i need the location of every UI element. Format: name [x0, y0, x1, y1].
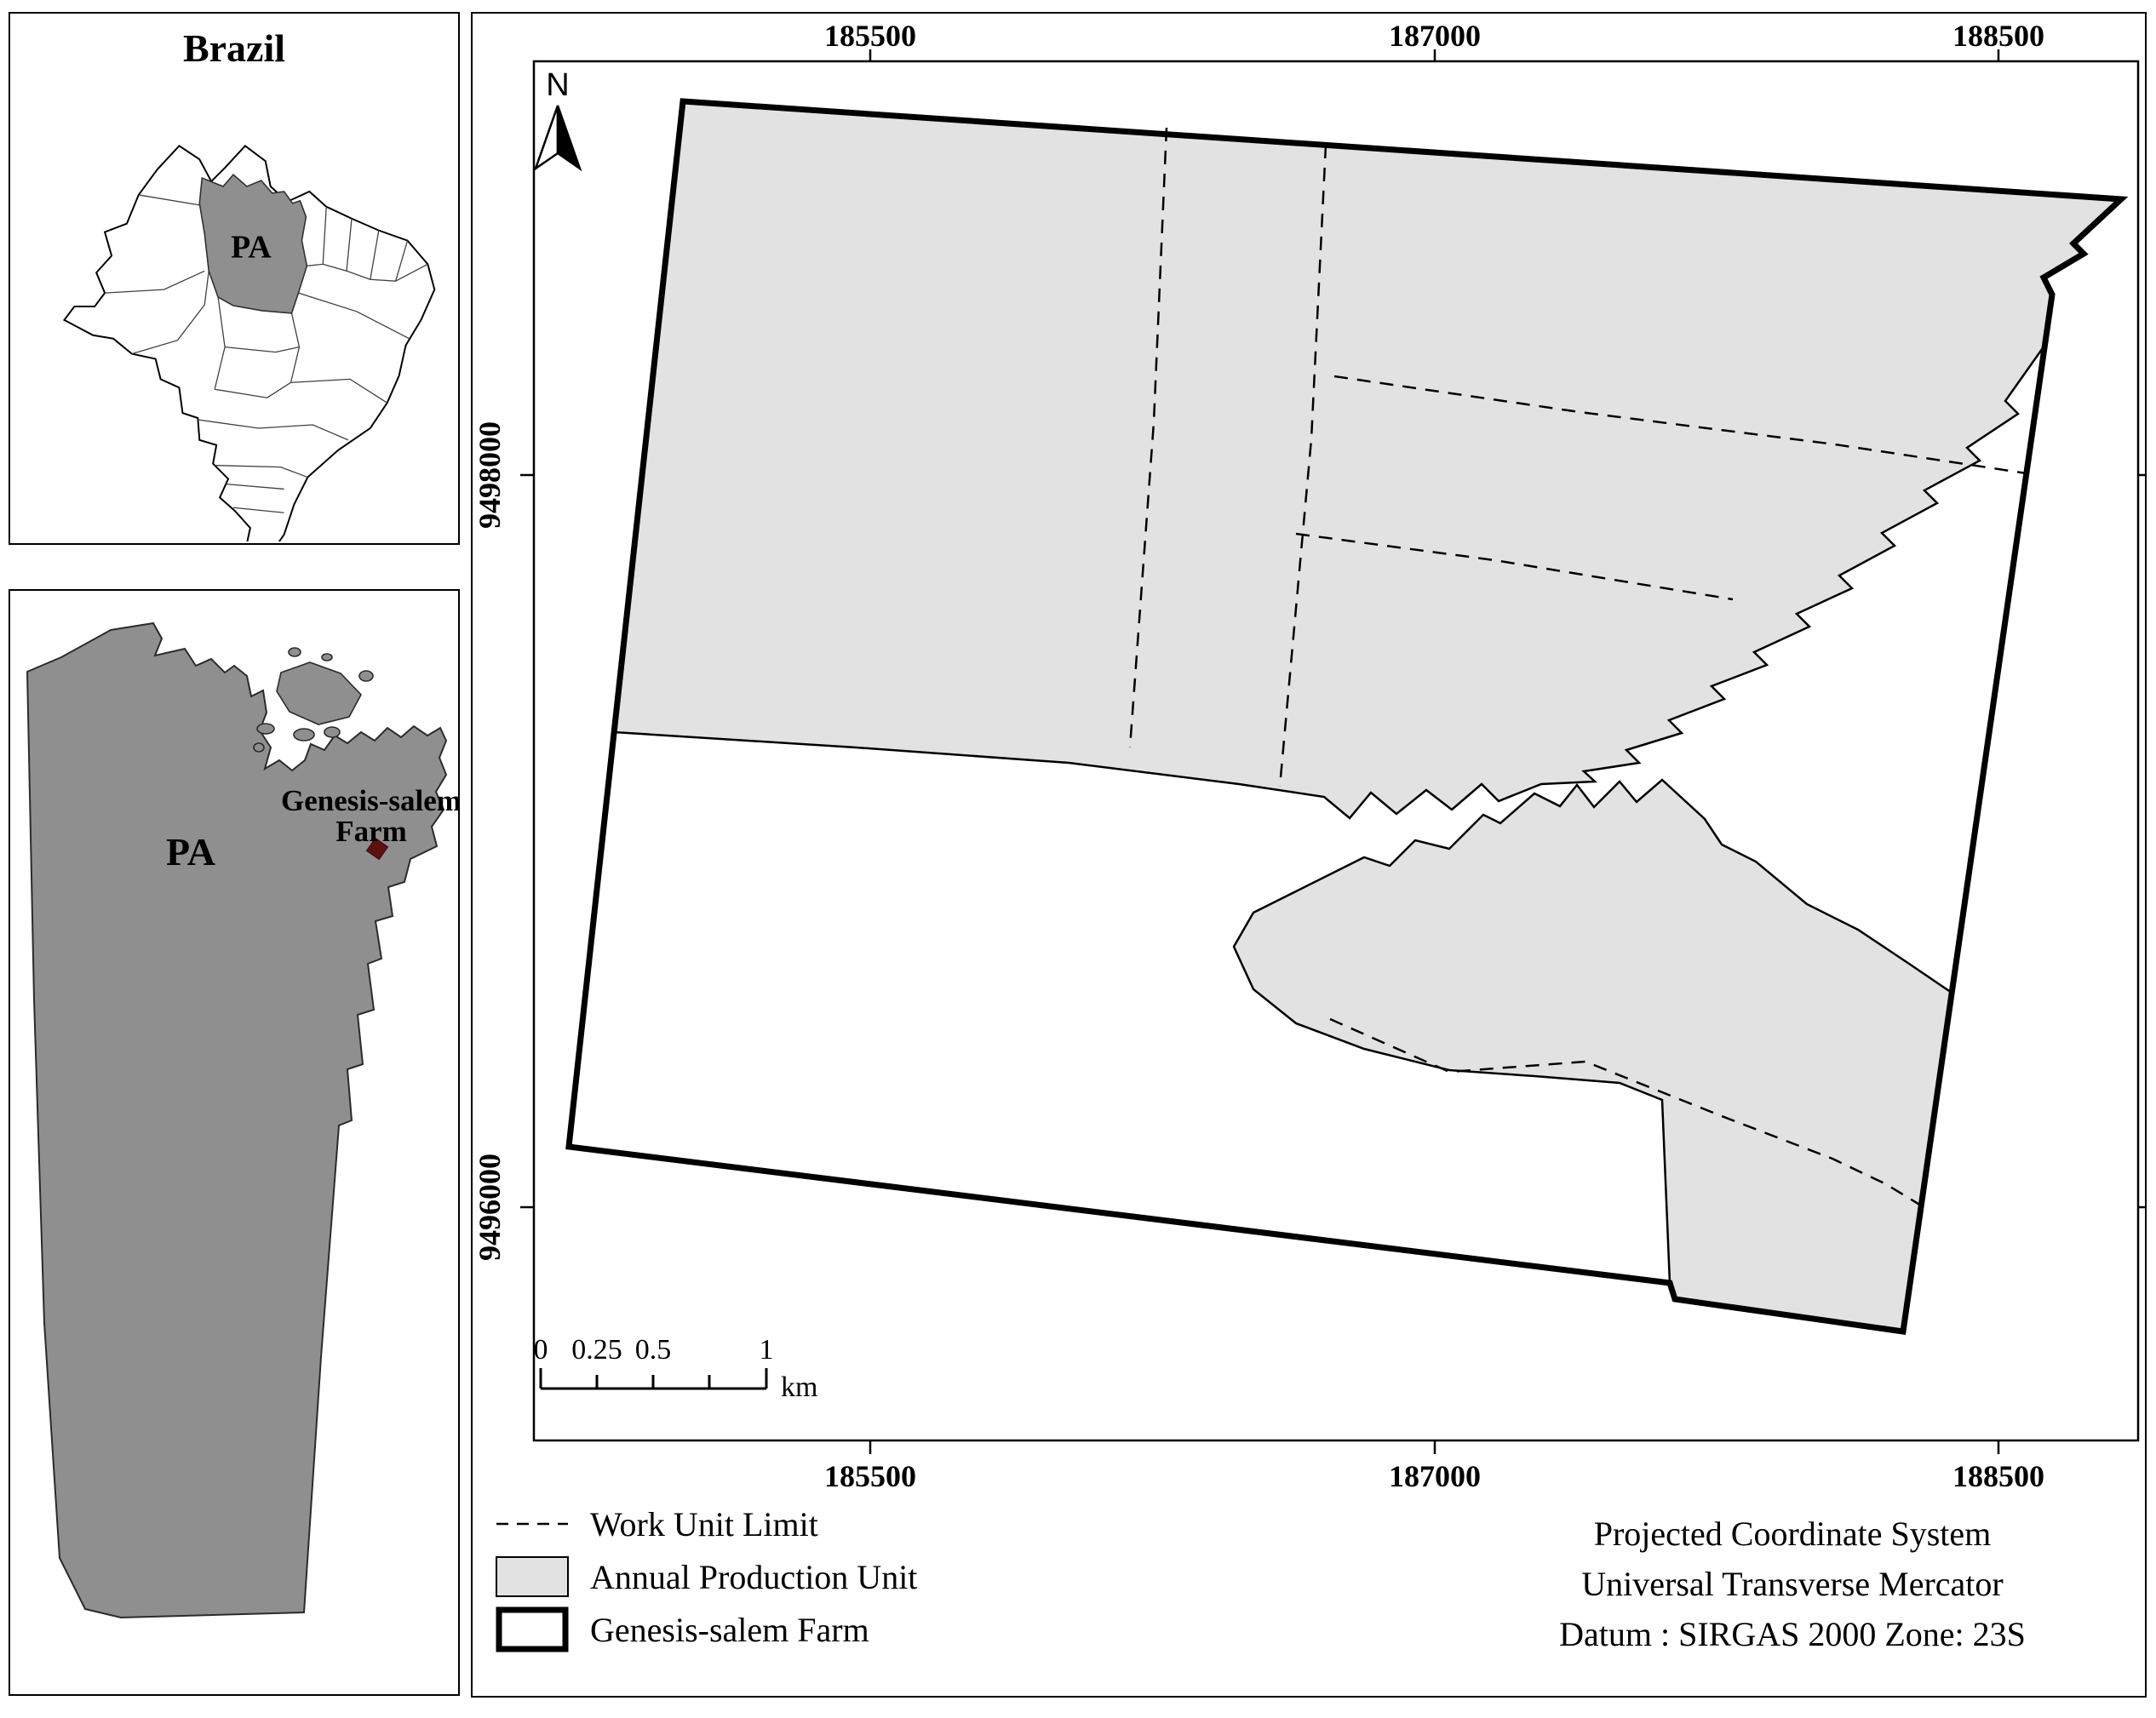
x-tick-bottom-2: 188500	[1952, 1459, 2044, 1493]
scale-unit-label: km	[781, 1372, 817, 1403]
legend-label-farm: Genesis-salem Farm	[590, 1610, 869, 1649]
pa-state-shape	[198, 173, 308, 314]
crs-line-3: Datum : SIRGAS 2000 Zone: 23S	[1559, 1615, 2026, 1653]
y-tick-left-1: 9496000	[473, 1154, 507, 1261]
scale-label-025: 0.25	[571, 1334, 622, 1366]
gray-fill-swatch	[496, 1556, 569, 1597]
scale-label-0: 0	[534, 1334, 548, 1366]
pa-inset-label: PA	[166, 830, 215, 873]
farm-location-marker	[365, 837, 389, 861]
legend-label-work-unit-limit: Work Unit Limit	[590, 1504, 818, 1543]
marajo-islands	[253, 647, 374, 753]
x-tick-top-2: 188500	[1952, 19, 2044, 53]
legend-item-farm: Genesis-salem Farm	[495, 1606, 917, 1653]
work-unit-limit-lines	[1128, 127, 2027, 1207]
legend: Work Unit Limit Annual Production Unit G…	[495, 1500, 917, 1658]
x-tick-bottom-0: 185500	[824, 1459, 916, 1493]
brazil-title: Brazil	[182, 26, 286, 70]
pa-inset-panel: PA Genesis-salem Farm	[9, 589, 460, 1696]
grid-ticks	[520, 49, 2145, 1454]
x-tick-bottom-1: 187000	[1389, 1459, 1481, 1493]
scale-label-05: 0.5	[635, 1334, 672, 1366]
farm-boundary	[565, 98, 2129, 1335]
pa-mainland-shape	[26, 621, 448, 1619]
lower-production-unit	[1232, 778, 1953, 1333]
scale-bar: 0 0.25 0.5 1 km	[534, 1334, 818, 1403]
y-tick-left-0: 9498000	[473, 421, 507, 529]
legend-label-production-unit: Annual Production Unit	[590, 1557, 918, 1596]
main-map: 185500 187000 188500 185500 187000 18850…	[473, 19, 2145, 1493]
x-tick-top-0: 185500	[824, 19, 916, 53]
map-frame	[532, 60, 2140, 1442]
brazil-state-boundaries	[105, 194, 428, 513]
crs-line-1: Projected Coordinate System	[1593, 1515, 1992, 1553]
pa-state-map: PA Genesis-salem Farm	[26, 621, 458, 1619]
dashed-line-swatch	[496, 1522, 568, 1526]
crs-line-2: Universal Transverse Mercator	[1581, 1565, 2004, 1603]
farm-label-line1: Genesis-salem	[281, 784, 458, 817]
upper-production-unit	[612, 100, 2124, 820]
north-arrow-label: N	[546, 67, 569, 103]
brazil-inset-panel: Brazil	[9, 12, 460, 545]
thick-outline-swatch	[496, 1606, 569, 1652]
legend-item-production-unit: Annual Production Unit	[495, 1553, 917, 1601]
x-tick-top-1: 187000	[1389, 19, 1481, 53]
pa-state-label: PA	[231, 229, 271, 265]
projection-note: Projected Coordinate System Universal Tr…	[1443, 1509, 2142, 1659]
farm-label-line2: Farm	[335, 815, 407, 848]
legend-item-work-unit-limit: Work Unit Limit	[495, 1500, 917, 1548]
brazil-map: PA	[62, 145, 436, 541]
main-map-panel: 185500 187000 188500 185500 187000 18850…	[471, 12, 2147, 1698]
scale-label-1: 1	[760, 1334, 774, 1366]
north-arrow: N	[533, 67, 582, 172]
